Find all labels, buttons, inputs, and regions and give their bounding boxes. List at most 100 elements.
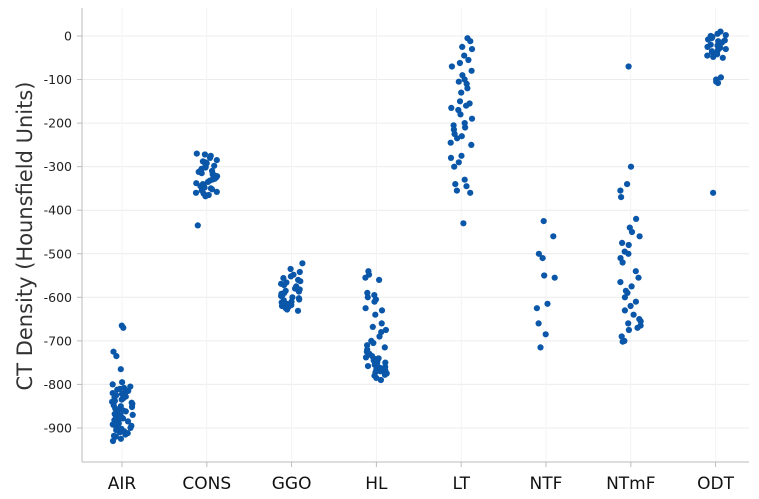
data-point-hl bbox=[362, 305, 369, 312]
data-point-odt bbox=[722, 31, 729, 39]
data-point-odt bbox=[722, 46, 729, 53]
data-point-lt bbox=[458, 133, 465, 140]
data-point-air bbox=[119, 415, 127, 422]
y-tick-label: -300 bbox=[44, 159, 72, 174]
data-point-ggo bbox=[287, 273, 294, 280]
data-point-odt bbox=[710, 189, 717, 196]
data-point-odt bbox=[705, 36, 712, 43]
data-point-air bbox=[116, 429, 123, 436]
data-point-air bbox=[114, 386, 121, 393]
data-point-ntmf bbox=[636, 233, 643, 240]
data-point-ntmf bbox=[625, 326, 633, 334]
data-point-ntmf bbox=[619, 259, 626, 266]
data-point-ntmf bbox=[635, 274, 642, 281]
data-point-lt bbox=[459, 43, 466, 51]
data-point-air bbox=[113, 353, 120, 360]
data-point-air bbox=[127, 424, 134, 431]
data-point-lt bbox=[465, 56, 472, 64]
data-point-ntf bbox=[542, 331, 549, 338]
data-point-lt bbox=[452, 181, 459, 188]
data-point-lt bbox=[457, 111, 464, 118]
data-point-air bbox=[118, 396, 125, 403]
data-point-hl bbox=[381, 371, 388, 378]
data-point-cons bbox=[201, 151, 208, 158]
data-point-lt bbox=[462, 124, 469, 131]
data-point-odt bbox=[704, 52, 711, 59]
data-point-hl bbox=[377, 368, 384, 375]
data-point-lt bbox=[461, 176, 468, 183]
data-point-lt bbox=[464, 85, 471, 92]
data-point-lt bbox=[468, 46, 476, 53]
data-point-cons bbox=[193, 150, 200, 157]
data-point-ntmf bbox=[619, 338, 626, 345]
data-point-ntmf bbox=[625, 63, 632, 70]
data-point-lt bbox=[448, 63, 455, 70]
data-point-lt bbox=[461, 52, 468, 59]
data-point-hl bbox=[376, 276, 383, 283]
data-point-ggo bbox=[297, 278, 304, 285]
data-point-ntmf bbox=[618, 194, 625, 201]
data-point-lt bbox=[468, 67, 475, 74]
x-tick-label: CONS bbox=[182, 474, 231, 494]
y-tick-label: -100 bbox=[44, 72, 72, 87]
data-point-hl bbox=[362, 354, 370, 361]
data-point-hl bbox=[364, 294, 371, 301]
data-point-lt bbox=[447, 139, 454, 146]
data-point-ntmf bbox=[637, 318, 644, 325]
y-tick-label: -800 bbox=[44, 377, 72, 392]
data-point-lt bbox=[468, 141, 475, 148]
data-point-lt bbox=[454, 135, 461, 142]
y-tick-label: -200 bbox=[44, 116, 72, 131]
data-point-cons bbox=[192, 189, 200, 196]
data-point-ntf bbox=[533, 305, 541, 312]
x-tick-labels: AIR CONS GGO HL LT NTF NTmF ODT bbox=[108, 462, 735, 494]
data-point-cons bbox=[206, 154, 214, 161]
data-point-lt bbox=[458, 152, 465, 159]
data-point-air bbox=[117, 435, 124, 442]
data-point-hl bbox=[370, 339, 377, 347]
data-point-cons bbox=[202, 193, 209, 200]
data-point-hl bbox=[362, 274, 369, 281]
y-tick-label: -500 bbox=[44, 246, 72, 261]
data-point-ggo bbox=[284, 306, 291, 313]
data-point-ntmf bbox=[621, 307, 629, 314]
data-point-air bbox=[128, 403, 136, 411]
y-tick-labels: 0 -100 -200 -300 -400 -500 -600 -700 -800 -900 bbox=[44, 29, 82, 435]
data-point-lt bbox=[463, 102, 470, 109]
data-point-hl bbox=[381, 344, 388, 351]
data-point-air bbox=[124, 418, 132, 425]
data-point-ntf bbox=[535, 250, 543, 257]
data-point-air bbox=[122, 431, 129, 438]
data-point-odt bbox=[704, 43, 711, 51]
data-point-ntf bbox=[551, 274, 558, 281]
data-point-air bbox=[129, 411, 136, 418]
data-point-lt bbox=[463, 183, 470, 190]
x-tick-label: ODT bbox=[697, 474, 734, 494]
data-point-ggo bbox=[299, 260, 306, 267]
data-point-lt bbox=[448, 104, 455, 111]
data-point-ntmf bbox=[628, 283, 635, 290]
data-point-ntf bbox=[541, 272, 548, 279]
data-point-hl bbox=[364, 363, 372, 370]
data-point-ggo bbox=[287, 265, 294, 273]
y-axis-label: CT Density (Hounsfield Units) bbox=[13, 82, 37, 391]
data-point-ggo bbox=[295, 288, 302, 295]
data-point-lt bbox=[451, 163, 458, 170]
data-point-air bbox=[109, 381, 116, 388]
data-point-ntmf bbox=[633, 215, 640, 222]
x-tick-label: GGO bbox=[272, 474, 312, 494]
data-point-hl bbox=[376, 333, 383, 340]
data-point-lt bbox=[453, 187, 460, 194]
data-point-ntmf bbox=[625, 320, 632, 327]
data-point-odt bbox=[719, 54, 726, 61]
data-point-cons bbox=[208, 186, 216, 193]
data-point-hl bbox=[378, 320, 385, 327]
data-point-ntf bbox=[535, 320, 542, 327]
data-point-cons bbox=[211, 162, 218, 169]
data-point-cons bbox=[204, 178, 212, 185]
data-point-ggo bbox=[280, 282, 288, 289]
x-tick-label: LT bbox=[452, 474, 470, 494]
data-point-ntf bbox=[539, 255, 546, 262]
data-point-ggo bbox=[296, 268, 303, 276]
